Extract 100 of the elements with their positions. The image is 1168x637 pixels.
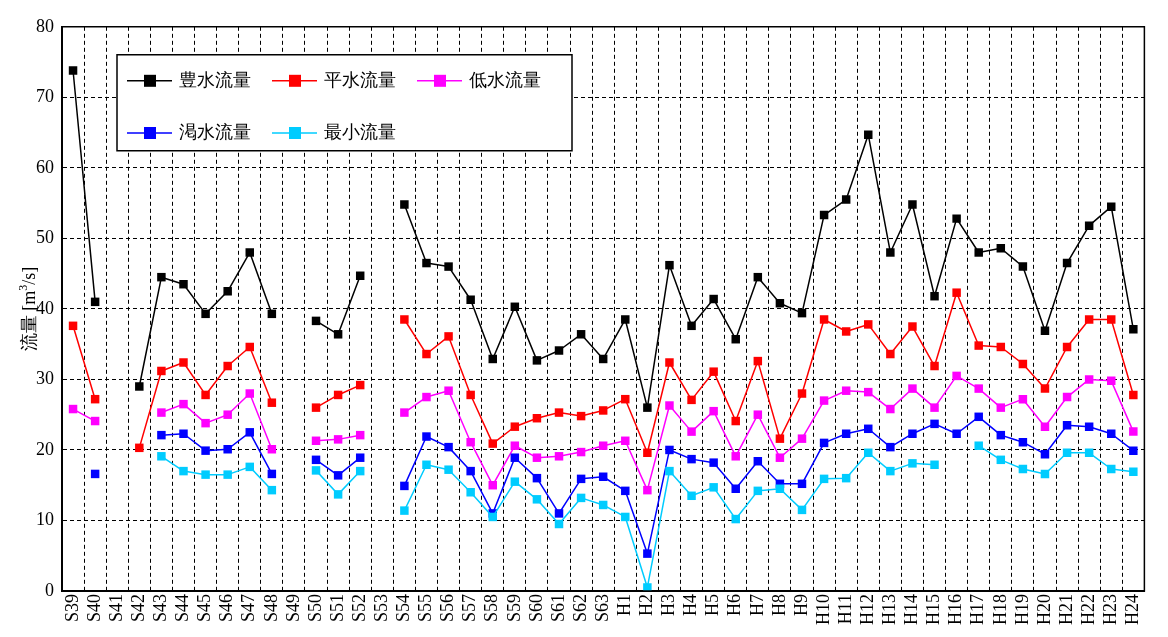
point [731,484,740,493]
point [201,446,210,455]
point [775,434,785,443]
point [974,384,983,393]
point [355,453,365,462]
x-tick-label: H13 [879,594,900,625]
point [223,361,232,371]
x-tick-label: H6 [724,594,745,616]
x-tick-label: H23 [1099,594,1120,625]
point [930,419,939,429]
legend-label: 平水流量 [324,69,396,90]
point [223,445,232,454]
x-tick-label: H14 [901,594,922,625]
y-tick-label: 10 [36,509,54,530]
x-tick-label: S43 [150,594,171,623]
point [731,334,740,344]
x-tick-label: H12 [857,594,877,625]
point [223,287,232,296]
point [819,396,829,405]
x-tick-label: S58 [481,594,502,623]
point [157,272,166,282]
point [908,459,917,468]
point [311,403,321,412]
point [819,315,829,324]
point [709,367,718,376]
x-tick-label: S46 [216,594,237,623]
point [510,422,520,431]
y-tick-label: 50 [36,227,54,248]
point [1107,429,1116,438]
x-tick-label: S47 [238,594,259,623]
point [157,430,166,440]
point [333,435,343,444]
point [201,470,210,479]
point [1129,390,1138,400]
point [1084,315,1094,324]
point [621,394,630,404]
legend-label: 渇水流量 [179,121,251,142]
point [952,214,961,223]
point [930,361,939,371]
point [245,389,254,398]
point [687,454,696,464]
point [1107,202,1116,211]
x-tick-label: H7 [746,594,767,616]
point [488,439,497,448]
point [179,279,188,289]
point [1084,375,1094,384]
x-tick-label: H11 [834,594,855,625]
point [841,429,851,438]
point [1040,422,1050,431]
x-tick-label: H8 [768,594,789,616]
y-tick-label: 30 [36,368,54,389]
x-tick-label: S56 [437,594,458,623]
point [400,408,409,417]
x-tick-label: S41 [105,594,126,623]
point [400,200,409,209]
point [886,466,895,476]
x-tick-label: S59 [503,594,524,623]
point [179,429,188,438]
point [775,299,785,308]
x-tick-label: H9 [790,594,811,616]
point [930,291,939,301]
x-tick-label: S62 [569,594,590,623]
point [908,429,917,438]
point [908,384,917,393]
point [68,66,78,75]
x-tick-label: S48 [260,594,281,623]
point [576,330,586,339]
point [135,443,144,453]
point [1107,315,1116,324]
point [643,583,652,591]
point [974,412,983,422]
x-tick-label: H19 [1011,594,1032,625]
point [864,387,873,397]
x-tick-label: H22 [1077,594,1098,625]
point [1084,422,1094,431]
point [930,403,939,412]
point [775,453,785,462]
point [466,437,475,447]
point [466,488,475,497]
point [775,484,785,493]
point [930,460,939,469]
point [665,466,674,476]
x-tick-label: S60 [525,594,546,623]
x-tick-label: S53 [371,594,392,623]
point [621,486,630,496]
point [952,371,961,381]
x-tick-label: H21 [1055,594,1076,625]
point [267,398,277,407]
point [554,408,564,417]
point [333,490,343,499]
point [1084,221,1094,230]
point [223,470,232,479]
point [952,429,961,438]
point [864,424,873,434]
x-tick-label: S51 [326,594,347,623]
x-tick-label: S52 [348,594,369,623]
point [687,427,696,436]
point [179,399,188,409]
point [1129,427,1138,436]
x-tick-label: S55 [415,594,436,623]
